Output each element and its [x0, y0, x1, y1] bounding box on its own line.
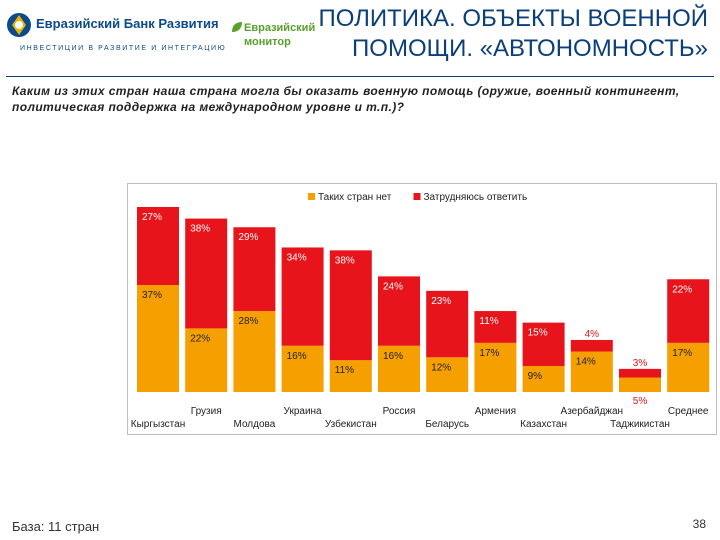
label-no-countries-4: 16%: [287, 351, 307, 362]
x-tick-label-10: Азербайджан: [561, 405, 624, 417]
bank-name: Евразийский Банк Развития: [36, 16, 219, 31]
stacked-bar-chart: Таких стран нет Затрудняюсь ответить 27% 37…: [131, 192, 710, 430]
label-no-countries-2: 22%: [190, 333, 210, 344]
bar-unsure-8: [474, 311, 517, 343]
page-number: 38: [692, 517, 706, 531]
label-unsure-7: 23%: [431, 296, 451, 307]
label-unsure-2: 38%: [190, 224, 210, 235]
x-tick-label-6: Россия: [383, 406, 416, 417]
label-unsure-1: 27%: [142, 212, 162, 223]
x-tick-label-2: Грузия: [191, 406, 222, 417]
bar-no-countries-4: [281, 345, 324, 392]
chart-frame: Таких стран нет Затрудняюсь ответить 27% 37…: [127, 183, 717, 435]
x-tick-label-7: Беларусь: [425, 419, 469, 430]
label-unsure-11: 3%: [633, 358, 648, 369]
x-tick-label-12: Среднее: [668, 406, 709, 417]
monitor-logo-line2: монитор: [244, 36, 291, 48]
footer-base: База: 11 стран: [12, 519, 100, 534]
page-title-line2: ПОМОЩИ. «АВТОНОМНОСТЬ»: [352, 35, 708, 62]
label-no-countries-11: 5%: [633, 396, 648, 407]
label-unsure-4: 34%: [287, 252, 307, 263]
label-unsure-5: 38%: [335, 255, 355, 266]
x-tick-label-8: Армения: [475, 406, 516, 417]
bar-unsure-2: [185, 218, 228, 329]
legend-label-1: Таких стран нет: [318, 192, 392, 203]
label-no-countries-10: 14%: [576, 357, 596, 368]
label-unsure-9: 15%: [528, 328, 548, 339]
label-no-countries-8: 17%: [479, 348, 499, 359]
bar-unsure-3: [233, 227, 276, 312]
bar-no-countries-11: [619, 377, 661, 392]
bar-unsure-10: [570, 339, 613, 352]
bar-no-countries-8: [474, 342, 517, 392]
bar-unsure-12: [667, 279, 710, 343]
page-title-line1: ПОЛИТИКА. ОБЪЕКТЫ ВОЕННОЙ: [318, 5, 708, 32]
x-tick-label-4: Украина: [284, 406, 323, 417]
label-no-countries-6: 16%: [383, 351, 403, 362]
legend-swatch-2: [413, 193, 421, 200]
label-no-countries-9: 9%: [528, 371, 543, 382]
label-no-countries-7: 12%: [431, 362, 451, 373]
label-unsure-10: 4%: [585, 329, 600, 340]
bank-tagline: ИНВЕСТИЦИИ В РАЗВИТИЕ И ИНТЕГРАЦИЮ: [20, 45, 227, 52]
label-unsure-6: 24%: [383, 281, 403, 292]
label-no-countries-5: 11%: [335, 365, 354, 376]
label-unsure-3: 29%: [238, 232, 258, 243]
label-no-countries-12: 17%: [672, 348, 692, 359]
bar-unsure-5: [329, 250, 372, 361]
legend-swatch-1: [308, 193, 315, 200]
label-no-countries-1: 37%: [142, 290, 162, 301]
label-unsure-8: 11%: [479, 316, 498, 327]
header-divider: [6, 76, 714, 77]
bar-unsure-6: [378, 276, 420, 346]
bar-unsure-4: [281, 247, 324, 346]
bar-no-countries-10: [570, 351, 613, 392]
leaf-icon: [232, 22, 242, 32]
eabr-logo-icon: [7, 13, 31, 37]
survey-question: Каким из этих стран наша страна могла бы…: [12, 84, 680, 114]
bar-no-countries-2: [185, 328, 228, 392]
x-tick-label-9: Казахстан: [520, 419, 567, 430]
bar-unsure-1: [137, 207, 179, 286]
monitor-logo-line1: Евразийский: [244, 22, 316, 34]
bar-unsure-9: [522, 322, 565, 366]
x-tick-label-1: Кыргызстан: [131, 419, 185, 430]
legend-label-2: Затрудняюсь ответить: [424, 192, 528, 203]
x-tick-label-3: Молдова: [234, 419, 276, 430]
page-title: ПОЛИТИКА. ОБЪЕКТЫ ВОЕННОЙ ПОМОЩИ. «АВТОН…: [238, 4, 708, 64]
bar-no-countries-5: [329, 360, 372, 392]
bar-no-countries-12: [667, 342, 710, 392]
monitor-logo: Евразийский монитор: [230, 12, 315, 54]
bar-no-countries-3: [233, 311, 276, 392]
bar-no-countries-6: [378, 345, 420, 392]
x-tick-label-11: Таджикистан: [610, 419, 670, 430]
label-no-countries-3: 28%: [238, 316, 258, 327]
bar-no-countries-1: [137, 285, 179, 392]
bar-unsure-7: [426, 290, 469, 358]
bar-no-countries-9: [522, 365, 565, 392]
bar-no-countries-7: [426, 357, 469, 392]
eabr-logo: Евразийский Банк Развития ИНВЕСТИЦИИ В Р…: [6, 10, 236, 52]
bar-unsure-11: [619, 368, 661, 378]
label-unsure-12: 22%: [672, 284, 692, 295]
x-tick-label-5: Узбекистан: [325, 418, 377, 430]
